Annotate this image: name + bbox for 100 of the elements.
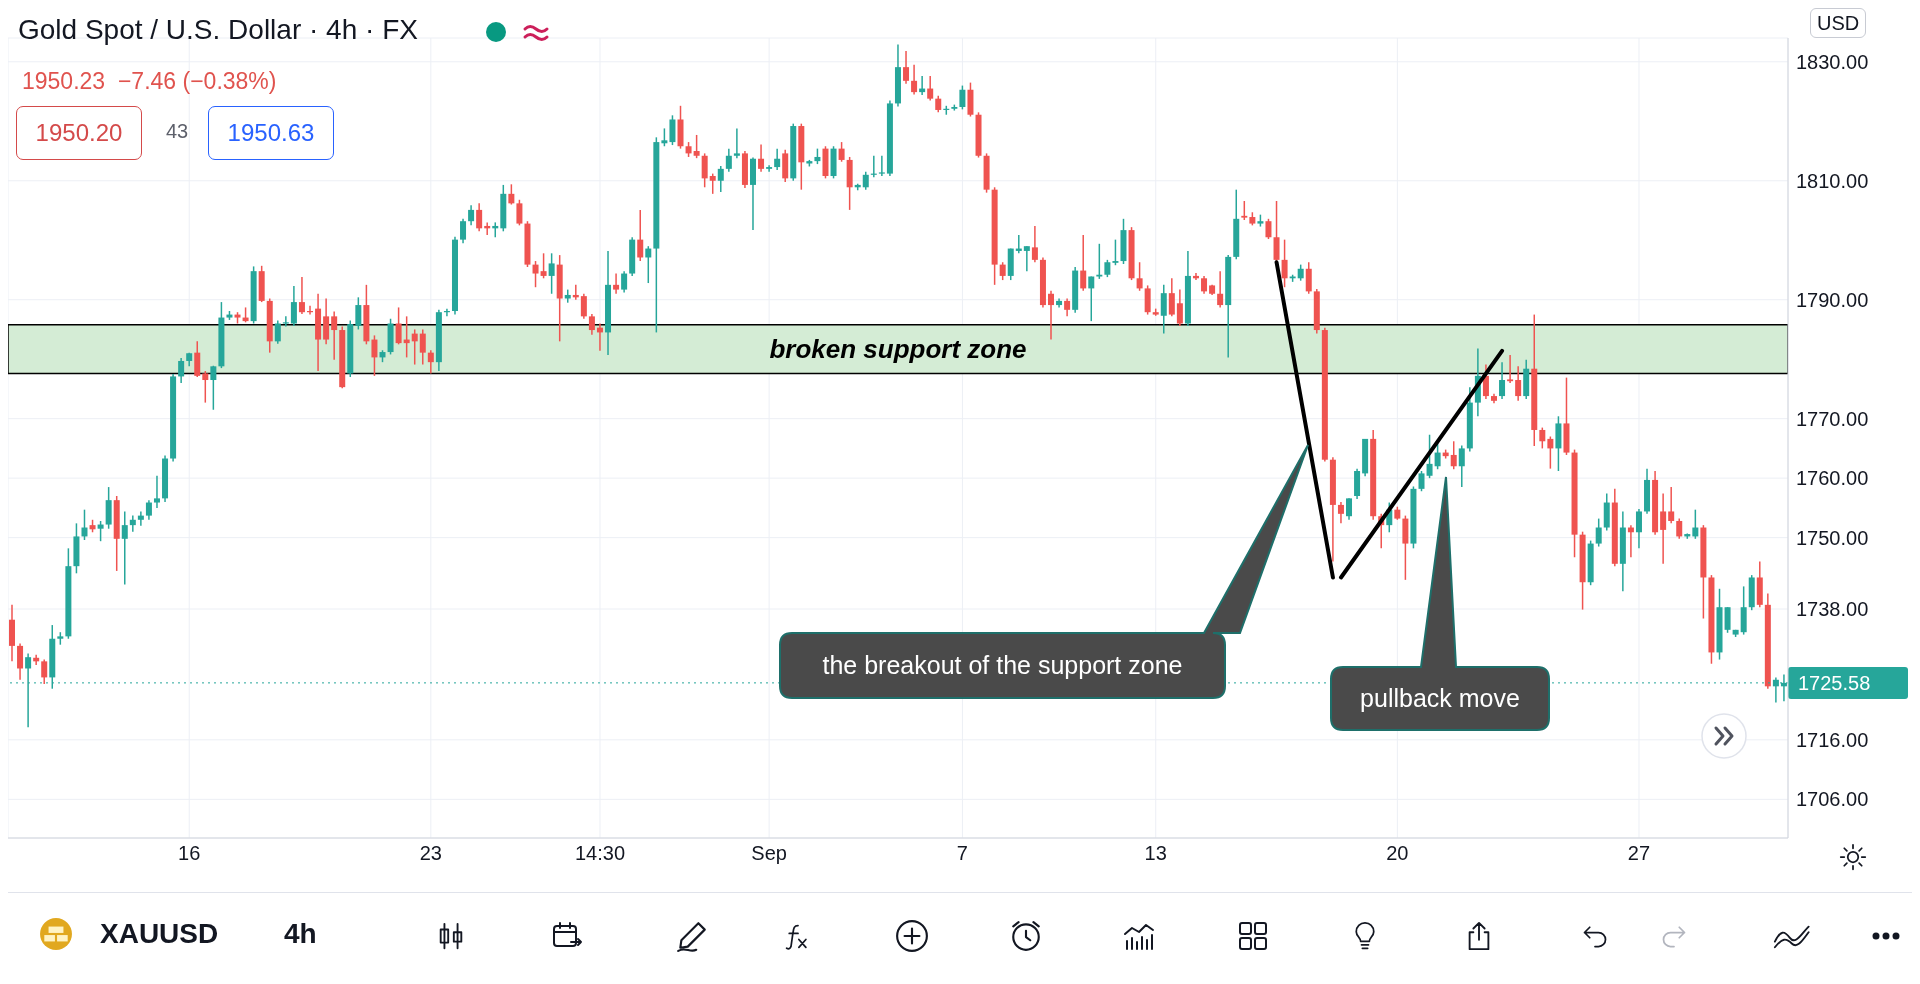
candlestick: [1724, 606, 1731, 634]
candlestick: [210, 364, 217, 411]
annotation: the breakout of the support zone: [821, 650, 1184, 681]
x-tick-label: 7: [956, 842, 968, 865]
candlestick: [476, 202, 483, 233]
candlestick: [1096, 243, 1103, 280]
candlestick: [1346, 497, 1353, 521]
candlestick: [1144, 284, 1151, 316]
annotation: 1950.63: [208, 106, 334, 160]
candlestick: [371, 334, 378, 377]
candlestick: [766, 164, 773, 173]
candlestick: [1112, 238, 1119, 266]
candlestick: [129, 514, 136, 533]
candlestick: [1176, 288, 1183, 327]
x-tick-label: Sep: [751, 842, 787, 865]
candlestick: [298, 276, 305, 315]
candlestick: [1273, 200, 1280, 263]
candlestick: [274, 319, 281, 345]
candlestick: [1048, 290, 1054, 341]
candlestick: [1418, 470, 1425, 492]
band-label: broken support zone: [769, 334, 1027, 365]
candlestick: [1426, 433, 1433, 479]
candlestick: [323, 297, 330, 346]
candlestick: [1305, 261, 1312, 295]
candlestick: [1241, 200, 1248, 221]
candlestick: [355, 296, 362, 331]
candlestick: [508, 183, 515, 206]
candlestick: [1458, 444, 1465, 488]
candlestick: [1635, 508, 1642, 550]
candlestick: [669, 114, 676, 146]
x-tick-label: 13: [1144, 842, 1167, 865]
candlestick: [1660, 492, 1667, 565]
candlestick: [137, 510, 144, 527]
candlestick: [613, 272, 620, 295]
candlestick: [1136, 261, 1143, 292]
candlestick: [1676, 517, 1683, 540]
candlestick: [621, 270, 628, 294]
candlestick: [1023, 245, 1030, 272]
candlestick: [540, 252, 547, 280]
candlestick: [178, 357, 185, 384]
candlestick: [516, 199, 523, 227]
candlestick: [1499, 361, 1506, 400]
text: 4h: [284, 918, 317, 950]
text: 1950.23 −7.46 (−0.38%): [22, 68, 277, 95]
candlestick: [1160, 284, 1167, 335]
candlestick: [1539, 426, 1546, 450]
candlestick: [1080, 234, 1087, 292]
candlestick: [733, 127, 740, 159]
candlestick: [121, 510, 128, 586]
y-tick-label: 1738.00: [1796, 598, 1869, 621]
candlestick: [911, 64, 918, 96]
y-tick-label: 1750.00: [1796, 526, 1869, 549]
text: USD: [1817, 11, 1860, 35]
y-tick-label: 1810.00: [1796, 169, 1869, 192]
candlestick: [1281, 238, 1288, 288]
candlestick: [1337, 501, 1344, 525]
candlestick: [427, 349, 434, 375]
x-tick-label: 16: [178, 842, 201, 865]
candlestick: [1031, 225, 1038, 263]
text: XAUUSD: [100, 918, 219, 950]
candlestick: [1547, 435, 1554, 470]
candlestick: [411, 328, 418, 366]
candlestick: [637, 209, 644, 262]
candlestick: [532, 260, 539, 288]
candlestick: [1168, 277, 1175, 318]
candlestick: [1668, 486, 1675, 525]
candlestick: [290, 285, 297, 327]
candlestick: [1265, 218, 1272, 240]
candlestick: [1088, 275, 1095, 322]
candlestick: [153, 475, 160, 509]
y-tick-label: 1716.00: [1796, 728, 1869, 751]
candlestick: [460, 218, 467, 244]
candlestick: [1595, 517, 1602, 548]
candlestick: [145, 499, 152, 521]
x-tick-label: 20: [1386, 842, 1409, 865]
candlestick: [878, 155, 885, 177]
candlestick: [331, 310, 338, 361]
candlestick: [395, 306, 402, 346]
candlestick: [202, 370, 209, 404]
annotation: pullback move: [1359, 683, 1521, 714]
candlestick: [41, 658, 48, 685]
candlestick: [1217, 270, 1224, 309]
candlestick: [725, 147, 732, 173]
candlestick: [97, 520, 104, 542]
y-tick-label: 1706.00: [1796, 788, 1869, 811]
candlestick: [717, 165, 724, 193]
y-tick-label: 1790.00: [1796, 288, 1869, 311]
annotation: 43: [166, 120, 189, 143]
candlestick: [419, 328, 426, 366]
y-tick-label: 1770.00: [1796, 407, 1869, 430]
candlestick: [1450, 440, 1457, 470]
chart-title: Gold Spot / U.S. Dollar · 4h · FX: [18, 14, 418, 46]
candlestick: [709, 172, 716, 195]
candlestick: [838, 141, 845, 163]
y-tick-label: 1760.00: [1796, 467, 1869, 490]
candlestick: [17, 642, 24, 681]
x-tick-label: 14:30: [574, 842, 626, 865]
candlestick: [1515, 365, 1522, 402]
candlestick: [588, 313, 595, 336]
ref-line-label: 1725.58: [1798, 671, 1871, 694]
